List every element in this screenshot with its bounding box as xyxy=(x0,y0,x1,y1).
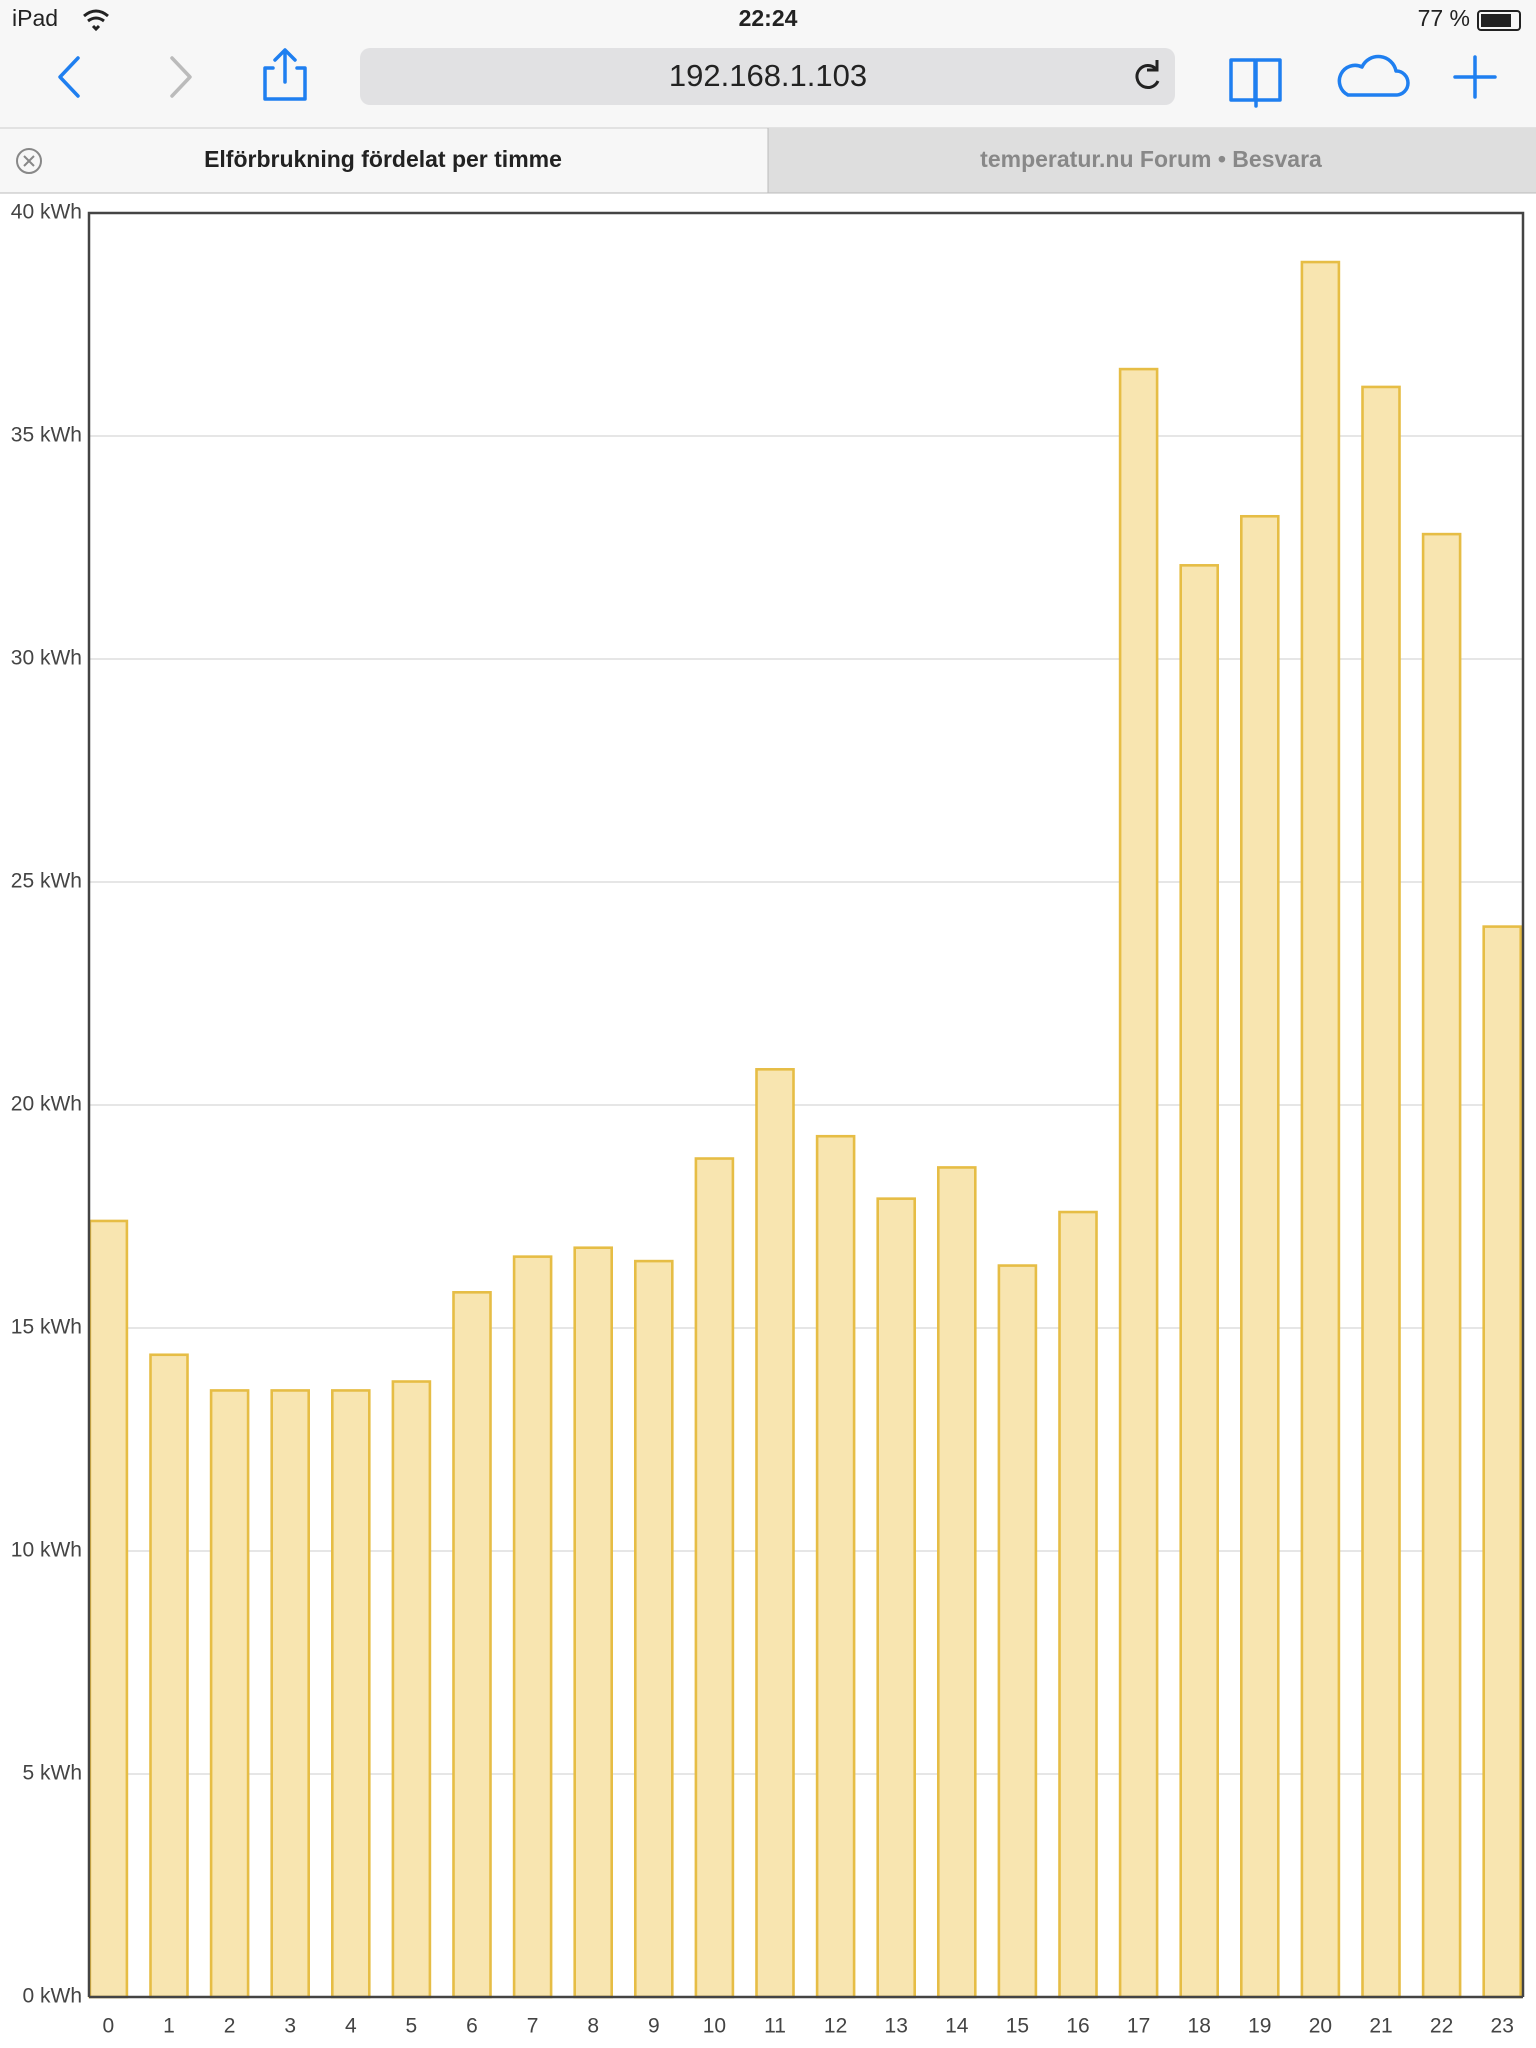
x-tick-label: 3 xyxy=(284,2015,296,2038)
bar xyxy=(573,1246,614,1999)
y-tick-label: 15 kWh xyxy=(11,1316,82,1339)
bar xyxy=(876,1197,917,1999)
bar xyxy=(270,1389,311,1999)
y-tick-label: 0 kWh xyxy=(22,1985,82,2008)
x-tick-label: 7 xyxy=(527,2015,539,2038)
bar xyxy=(391,1380,432,1999)
wifi-icon xyxy=(83,9,109,32)
x-tick-label: 14 xyxy=(945,2015,969,2038)
x-tick-label: 6 xyxy=(466,2015,478,2038)
x-tick-label: 2 xyxy=(224,2015,236,2038)
forward-button[interactable] xyxy=(170,56,192,98)
x-tick-label: 0 xyxy=(103,2015,115,2038)
bar xyxy=(452,1291,492,1999)
y-tick-label: 20 kWh xyxy=(11,1093,82,1116)
x-tick-label: 18 xyxy=(1188,2015,1211,2038)
y-tick-label: 40 kWh xyxy=(11,201,82,224)
bar xyxy=(149,1353,189,1999)
share-button[interactable] xyxy=(263,48,307,101)
bar xyxy=(1240,514,1280,1999)
x-tick-label: 4 xyxy=(345,2015,357,2038)
battery-fill xyxy=(1481,14,1511,27)
back-button[interactable] xyxy=(58,56,80,98)
y-tick-label: 35 kWh xyxy=(11,424,82,447)
x-tick-label: 20 xyxy=(1309,2015,1332,2038)
address-bar[interactable] xyxy=(360,48,1175,105)
plot-frame xyxy=(87,211,1525,1997)
bar xyxy=(88,1219,129,1999)
x-tick-label: 19 xyxy=(1248,2015,1271,2038)
x-tick-label: 5 xyxy=(406,2015,418,2038)
x-tick-label: 8 xyxy=(587,2015,599,2038)
x-tick-label: 13 xyxy=(885,2015,908,2038)
active-tab-title[interactable]: Elförbrukning fördelat per timme xyxy=(204,146,562,172)
close-tab-button[interactable] xyxy=(16,148,42,174)
clock: 22:24 xyxy=(739,5,798,31)
y-tick-label: 30 kWh xyxy=(11,647,82,670)
inactive-tab[interactable] xyxy=(768,128,1536,193)
bar xyxy=(1361,385,1401,1999)
bar xyxy=(694,1157,735,1999)
x-tick-label: 10 xyxy=(703,2015,726,2038)
chart: 0 kWh 5 kWh 10 kWh 15 kWh 20 kWh 25 kWh 30 kWh… xyxy=(11,201,1525,2038)
reload-button[interactable] xyxy=(1135,60,1160,89)
bar xyxy=(633,1259,674,1999)
bar xyxy=(997,1264,1038,1999)
x-tick-label: 23 xyxy=(1491,2015,1514,2038)
bookmarks-button[interactable] xyxy=(1229,58,1282,108)
bar xyxy=(1179,564,1219,1999)
bar xyxy=(1300,260,1341,1999)
bar xyxy=(330,1389,371,1999)
x-tick-label: 16 xyxy=(1066,2015,1089,2038)
x-tick-label: 12 xyxy=(824,2015,847,2038)
bar xyxy=(936,1166,977,1999)
battery-icon xyxy=(1477,10,1521,31)
x-tick-label: 17 xyxy=(1127,2015,1150,2038)
battery-level: 77 % xyxy=(1418,5,1470,31)
bar xyxy=(512,1255,553,1999)
bar xyxy=(209,1389,250,1999)
y-tick-label: 5 kWh xyxy=(22,1762,82,1785)
bar xyxy=(1421,532,1462,1999)
y-tick-label: 25 kWh xyxy=(11,870,82,893)
bar xyxy=(1118,367,1159,1999)
url: 192.168.1.103 xyxy=(669,58,867,93)
new-tab-button[interactable] xyxy=(1453,55,1497,99)
x-tick-label: 9 xyxy=(648,2015,660,2038)
x-tick-label: 21 xyxy=(1369,2015,1392,2038)
bar xyxy=(1482,925,1522,1999)
bar xyxy=(755,1068,795,1999)
x-tick-label: 1 xyxy=(163,2015,175,2038)
x-tick-label: 22 xyxy=(1430,2015,1453,2038)
bar xyxy=(1058,1210,1098,1999)
y-tick-label: 10 kWh xyxy=(11,1539,82,1562)
device-name: iPad xyxy=(12,5,58,31)
x-tick-label: 15 xyxy=(1006,2015,1029,2038)
icloud-tabs-button[interactable] xyxy=(1337,54,1410,97)
x-tick-label: 11 xyxy=(764,2015,786,2038)
inactive-tab-title[interactable]: temperatur.nu Forum • Besvara xyxy=(980,146,1322,172)
bar xyxy=(815,1134,856,1999)
